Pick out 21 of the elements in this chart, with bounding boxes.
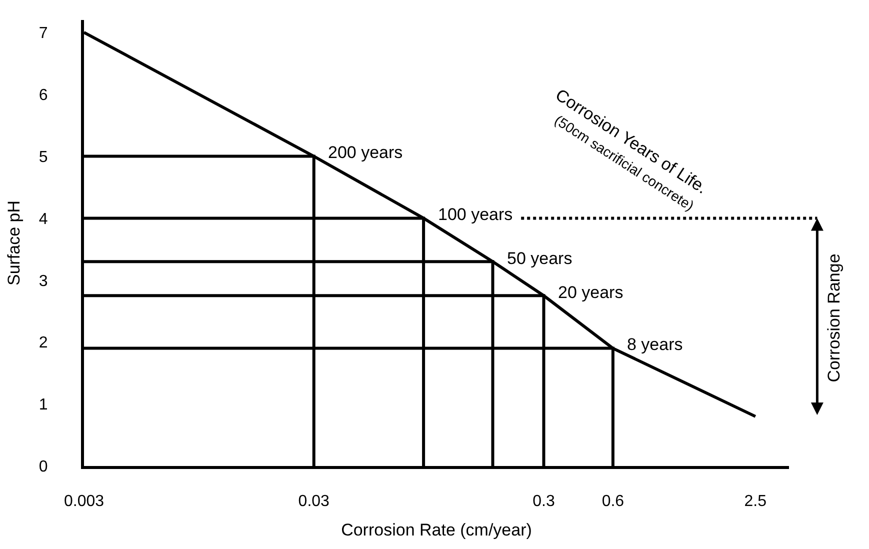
x-tick-label: 0.003 — [64, 493, 104, 510]
annotation: 50 years — [507, 249, 572, 268]
annotation: 8 years — [627, 335, 683, 354]
y-tick-label: 2 — [38, 334, 48, 352]
annotation: 200 years — [328, 143, 403, 162]
y-tick-label: 4 — [38, 210, 48, 228]
x-tick-label: 2.5 — [744, 493, 767, 510]
y-axis-title: Surface pH — [4, 200, 24, 286]
x-axis-title: Corrosion Rate (cm/year) — [341, 520, 532, 540]
annotation: 100 years — [438, 205, 513, 224]
annotation: 20 years — [558, 283, 624, 302]
y-tick-label: 5 — [38, 148, 48, 166]
y-tick-label: 3 — [38, 272, 48, 290]
x-tick-label: 0.3 — [532, 493, 555, 510]
text: Corrosion Range — [824, 254, 844, 382]
y-tick-label: 1 — [38, 396, 48, 414]
y-tick-label: 6 — [38, 86, 48, 104]
y-tick-label: 0 — [38, 458, 48, 476]
x-tick-label: 0.03 — [298, 493, 330, 510]
x-tick-label: 0.6 — [602, 493, 624, 510]
y-tick-label: 7 — [38, 24, 48, 42]
